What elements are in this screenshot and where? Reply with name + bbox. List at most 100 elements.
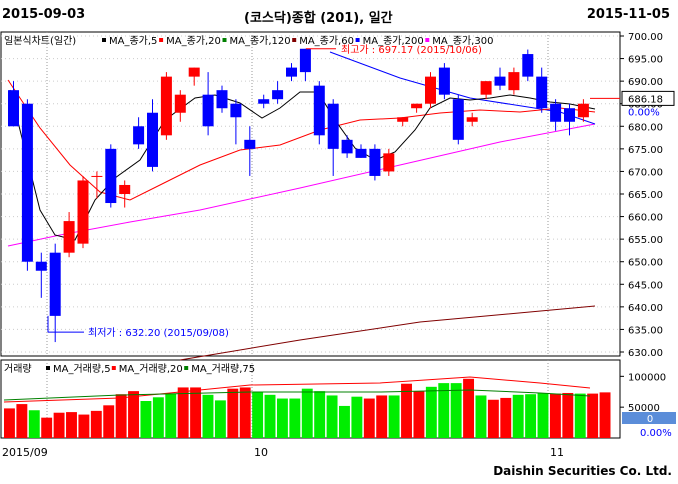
volume-bar: [190, 387, 202, 438]
volume-bar: [487, 399, 499, 438]
candle-body: [63, 221, 75, 253]
volume-value-label: 0: [647, 414, 653, 425]
volume-bar: [177, 387, 189, 438]
low-label: 최저가 : 632.20 (2015/09/08): [88, 327, 229, 339]
volume-bar: [438, 383, 450, 438]
candle-body: [550, 103, 562, 122]
price-tick-label: 640.00: [628, 303, 663, 314]
candle-body: [397, 117, 409, 122]
legend-swatch: [159, 38, 164, 42]
end-date: 2015-11-05: [586, 7, 670, 22]
volume-bar: [388, 395, 400, 438]
candle-body: [216, 90, 228, 109]
volume-bar: [376, 395, 388, 438]
candle-body: [425, 76, 436, 104]
volume-bar: [115, 394, 127, 438]
candle-body: [272, 90, 284, 100]
start-date: 2015-09-03: [2, 7, 86, 22]
footer-credit: Daishin Securities Co. Ltd.: [493, 464, 672, 478]
volume-ma-line: [3, 376, 591, 403]
volume-bar: [202, 394, 214, 438]
price-tick-label: 665.00: [628, 190, 663, 201]
price-tick-label: 675.00: [628, 145, 663, 156]
volume-bar: [214, 400, 226, 438]
price-tick-label: 645.00: [628, 280, 663, 291]
candle-body: [494, 76, 506, 86]
candle-body: [466, 117, 478, 122]
x-axis-label: 10: [254, 446, 268, 459]
volume-pct-label: 0.00%: [640, 428, 672, 439]
volume-bar: [128, 391, 139, 438]
price-tick-label: 700.00: [628, 32, 663, 43]
volume-legend-swatch: [184, 366, 189, 370]
candle-body: [508, 72, 520, 91]
volume-bar: [599, 392, 611, 438]
candle-body: [299, 48, 311, 73]
volume-bar: [574, 393, 586, 438]
volume-tick-label: 100000: [628, 372, 666, 383]
volume-bar: [16, 404, 28, 438]
price-tick-label: 635.00: [628, 325, 663, 336]
candle-body: [77, 180, 89, 244]
legend-item: MA_종가,200: [363, 35, 424, 47]
volume-bar: [41, 417, 53, 438]
volume-bar: [90, 410, 102, 438]
legend-item: MA_종가,5: [109, 35, 157, 47]
candle-body: [313, 85, 325, 136]
volume-bar: [301, 388, 313, 438]
volume-bar: [549, 393, 561, 438]
volume-bar: [227, 388, 239, 438]
volume-bar: [326, 395, 338, 438]
x-axis-label: 2015/09: [2, 446, 48, 459]
volume-legend-title: 거래량: [4, 363, 32, 375]
volume-bar: [53, 412, 65, 438]
legend-item: MA_종가,20: [166, 35, 221, 47]
candle-body: [230, 103, 242, 118]
candle-body: [452, 99, 464, 140]
legend-title: 일본식차트(일간): [4, 35, 76, 47]
legend-item: MA_종가,120: [230, 35, 291, 47]
candle-body: [258, 99, 270, 104]
candle-body: [577, 103, 589, 118]
candle-body: [383, 153, 395, 172]
price-tick-label: 690.00: [628, 77, 663, 88]
volume-bar: [525, 394, 537, 438]
volume-bar: [537, 392, 549, 438]
candle-body: [369, 148, 381, 176]
candle-body: [160, 76, 172, 136]
candle-body: [480, 81, 492, 95]
current-price-label: 686.18: [628, 94, 663, 105]
volume-bar: [165, 393, 177, 438]
volume-bar: [252, 391, 264, 438]
volume-bar: [140, 401, 152, 438]
x-axis-label: 11: [550, 446, 564, 459]
volume-bar: [4, 408, 15, 438]
candle-body: [49, 252, 61, 316]
candle-body: [536, 76, 548, 109]
volume-tick-label: 50000: [628, 403, 660, 414]
candle-body: [564, 108, 575, 122]
pct-change-label: 0.00%: [628, 107, 660, 118]
price-tick-label: 650.00: [628, 258, 663, 269]
volume-bar: [66, 412, 77, 438]
moving-average-line: [9, 89, 596, 241]
volume-legend-item: MA_거래량,5: [53, 363, 111, 375]
candle-body: [174, 94, 186, 113]
moving-average-line: [7, 79, 596, 201]
legend-swatch: [355, 38, 360, 42]
volume-legend-swatch: [46, 366, 50, 370]
volume-bar: [152, 397, 164, 438]
candle-body: [355, 148, 367, 158]
volume-bar: [314, 391, 326, 438]
candle-body: [21, 103, 33, 262]
candle-body: [522, 54, 534, 77]
legend-swatch: [102, 38, 106, 42]
volume-bar: [239, 387, 251, 438]
legend-item: MA_종가,300: [432, 35, 493, 47]
volume-bar: [351, 396, 363, 438]
candle-body: [286, 67, 297, 77]
volume-value-box: [622, 412, 676, 424]
high-label: 최고가 : 697.17 (2015/10/06): [341, 44, 482, 56]
candle-body: [244, 139, 256, 149]
